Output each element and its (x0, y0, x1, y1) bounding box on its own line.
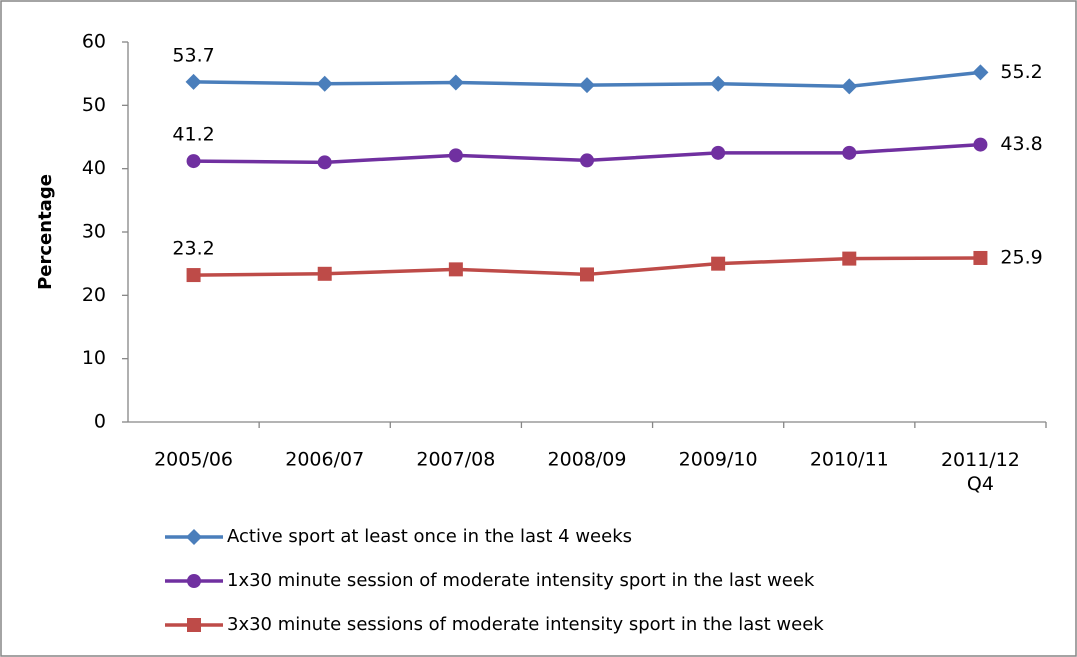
x-tick-label: 2006/07 (285, 449, 364, 471)
point-marker (711, 256, 726, 271)
point-marker (580, 153, 594, 168)
point-marker (447, 74, 464, 91)
x-tick-label: 2008/09 (548, 449, 627, 471)
y-tick-label: 40 (82, 157, 106, 179)
point-marker (580, 267, 594, 282)
data-label: 43.8 (1000, 133, 1042, 155)
y-tick-label: 60 (82, 31, 106, 53)
point-marker (186, 154, 201, 169)
y-tick-label: 50 (82, 94, 106, 116)
data-label: 55.2 (1000, 61, 1042, 83)
legend-marker (187, 574, 201, 588)
legend-label: 1x30 minute session of moderate intensit… (227, 570, 815, 591)
point-marker (448, 262, 463, 277)
data-label: 23.2 (172, 238, 214, 260)
y-tick-label: 20 (82, 284, 106, 306)
point-marker (841, 78, 858, 95)
data-label: 41.2 (172, 124, 214, 146)
x-tick-label: 2005/06 (154, 449, 233, 471)
legend-label: 3x30 minute sessions of moderate intensi… (227, 614, 824, 635)
data-label: 25.9 (1000, 246, 1042, 268)
point-marker (317, 266, 332, 281)
y-tick-label: 0 (94, 411, 106, 433)
point-marker (317, 155, 332, 170)
point-marker (710, 75, 727, 92)
point-marker (973, 250, 988, 265)
point-marker (448, 148, 463, 163)
data-label: 53.7 (172, 44, 214, 66)
point-marker (316, 75, 333, 92)
point-marker (972, 64, 989, 81)
legend-label: Active sport at least once in the last 4… (227, 526, 632, 547)
point-marker (579, 77, 595, 94)
y-tick-label: 10 (82, 347, 106, 369)
point-marker (711, 145, 726, 160)
point-marker (973, 137, 988, 152)
point-marker (842, 251, 857, 266)
x-tick-label: 2010/11 (810, 449, 889, 471)
y-axis-label: Percentage (35, 174, 56, 290)
x-tick-label: 2007/08 (416, 449, 495, 471)
y-tick-label: 30 (82, 221, 106, 243)
legend-marker (186, 529, 202, 545)
point-marker (185, 73, 202, 90)
legend-marker (187, 618, 201, 632)
x-tick-label: 2009/10 (679, 449, 758, 471)
x-tick-label: 2011/12 Q4 (941, 449, 1020, 495)
point-marker (186, 268, 201, 283)
point-marker (842, 145, 857, 160)
